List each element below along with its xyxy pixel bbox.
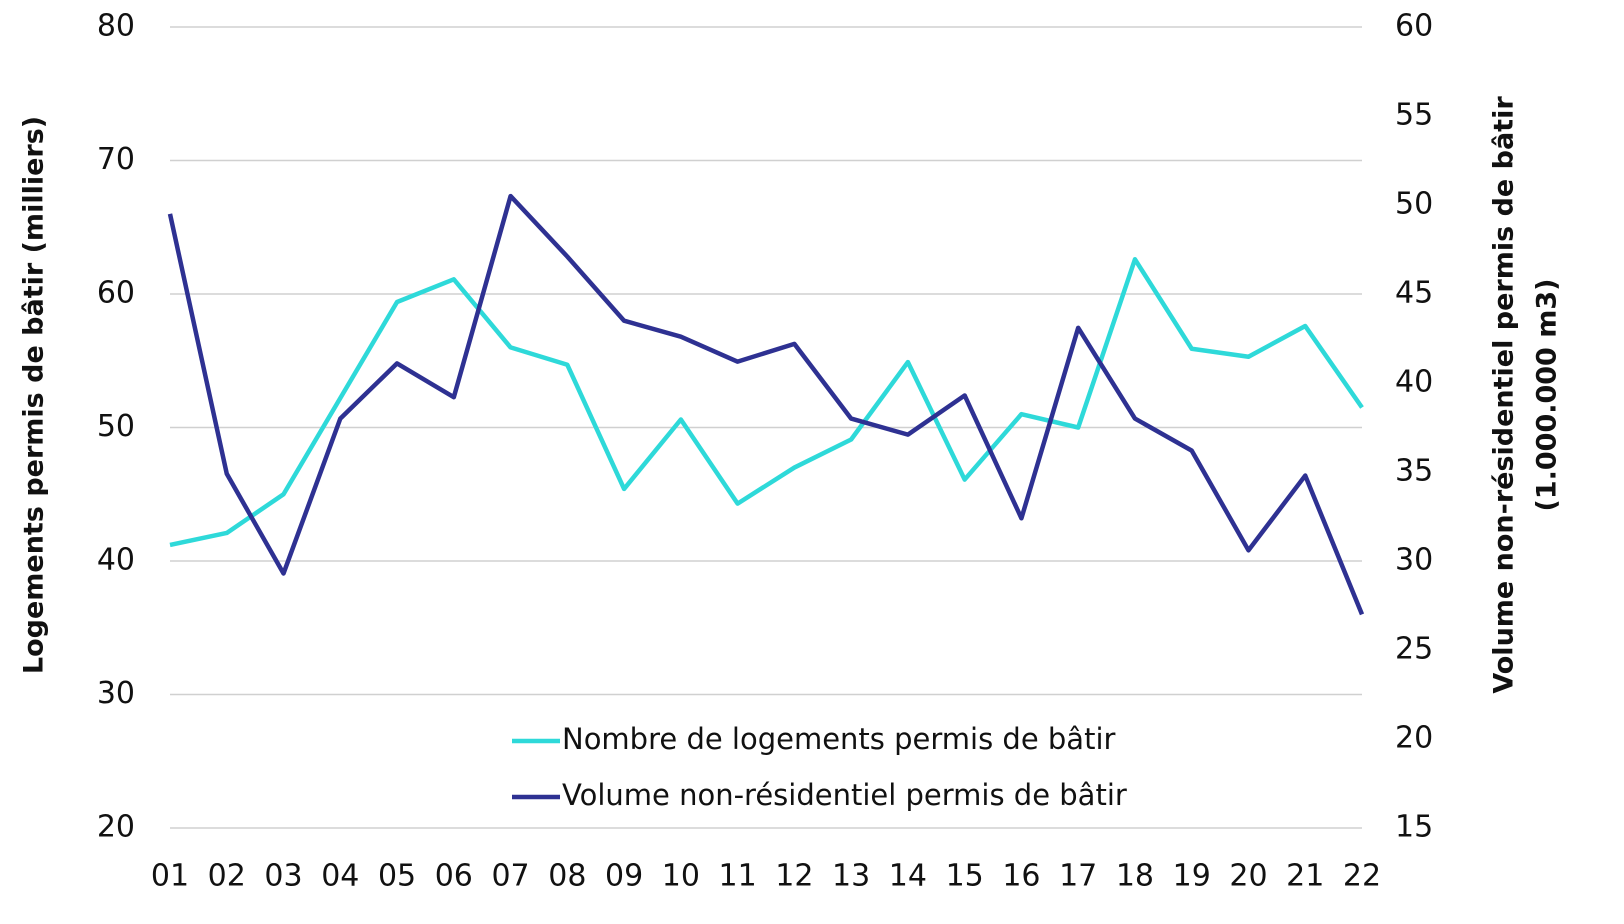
x-tick-label: 14 [889, 859, 927, 894]
x-tick-label: 07 [491, 859, 529, 894]
y2-tick-label: 50 [1395, 187, 1433, 222]
x-tick-label: 13 [832, 859, 870, 894]
x-tick-label: 08 [548, 859, 586, 894]
y2-tick-label: 45 [1395, 276, 1433, 311]
y2-tick-label: 15 [1395, 810, 1433, 845]
x-tick-label: 20 [1229, 859, 1267, 894]
y2-axis-title: Volume non-résidentiel permis de bâtir [1489, 96, 1520, 694]
legend-label: Nombre de logements permis de bâtir [562, 722, 1115, 756]
y2-tick-label: 20 [1395, 721, 1433, 756]
y-tick-label: 80 [97, 9, 135, 44]
y-tick-label: 20 [97, 810, 135, 845]
y2-tick-label: 30 [1395, 543, 1433, 578]
y-tick-label: 30 [97, 676, 135, 711]
x-tick-label: 04 [321, 859, 359, 894]
x-tick-label: 01 [151, 859, 189, 894]
series-line [167, 193, 1365, 616]
y-axis-title: Logements permis de bâtir (milliers) [19, 116, 50, 674]
y2-axis-title: (1.000.000 m3) [1532, 278, 1563, 511]
x-tick-label: 15 [946, 859, 984, 894]
x-tick-label: 17 [1059, 859, 1097, 894]
x-tick-label: 10 [662, 859, 700, 894]
y2-tick-label: 60 [1395, 9, 1433, 44]
x-tick-label: 03 [264, 859, 302, 894]
y2-tick-label: 55 [1395, 98, 1433, 133]
x-tick-label: 05 [378, 859, 416, 894]
legend-label: Volume non-résidentiel permis de bâtir [562, 778, 1127, 812]
x-tick-label: 11 [719, 859, 757, 894]
y-tick-label: 70 [97, 142, 135, 177]
y2-tick-label: 25 [1395, 632, 1433, 667]
x-tick-label: 21 [1286, 859, 1324, 894]
x-tick-label: 12 [775, 859, 813, 894]
x-tick-label: 19 [1173, 859, 1211, 894]
series-line [169, 257, 1364, 548]
y2-tick-label: 40 [1395, 365, 1433, 400]
y2-tick-label: 35 [1395, 454, 1433, 489]
y-tick-label: 50 [97, 409, 135, 444]
x-tick-label: 18 [1116, 859, 1154, 894]
x-tick-label: 06 [435, 859, 473, 894]
x-tick-label: 22 [1343, 859, 1381, 894]
x-tick-label: 16 [1002, 859, 1040, 894]
y-tick-label: 60 [97, 276, 135, 311]
x-tick-label: 09 [605, 859, 643, 894]
x-tick-label: 02 [208, 859, 246, 894]
y-tick-label: 40 [97, 543, 135, 578]
